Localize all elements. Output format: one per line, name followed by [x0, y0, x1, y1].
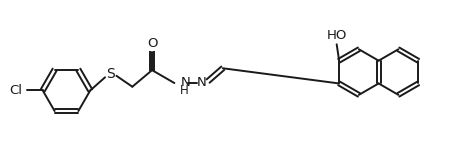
- Text: S: S: [106, 67, 114, 81]
- Text: N: N: [180, 76, 190, 88]
- Text: O: O: [147, 37, 157, 50]
- Text: HO: HO: [327, 29, 347, 42]
- Text: H: H: [180, 84, 189, 97]
- Text: N: N: [197, 76, 206, 88]
- Text: Cl: Cl: [9, 84, 22, 97]
